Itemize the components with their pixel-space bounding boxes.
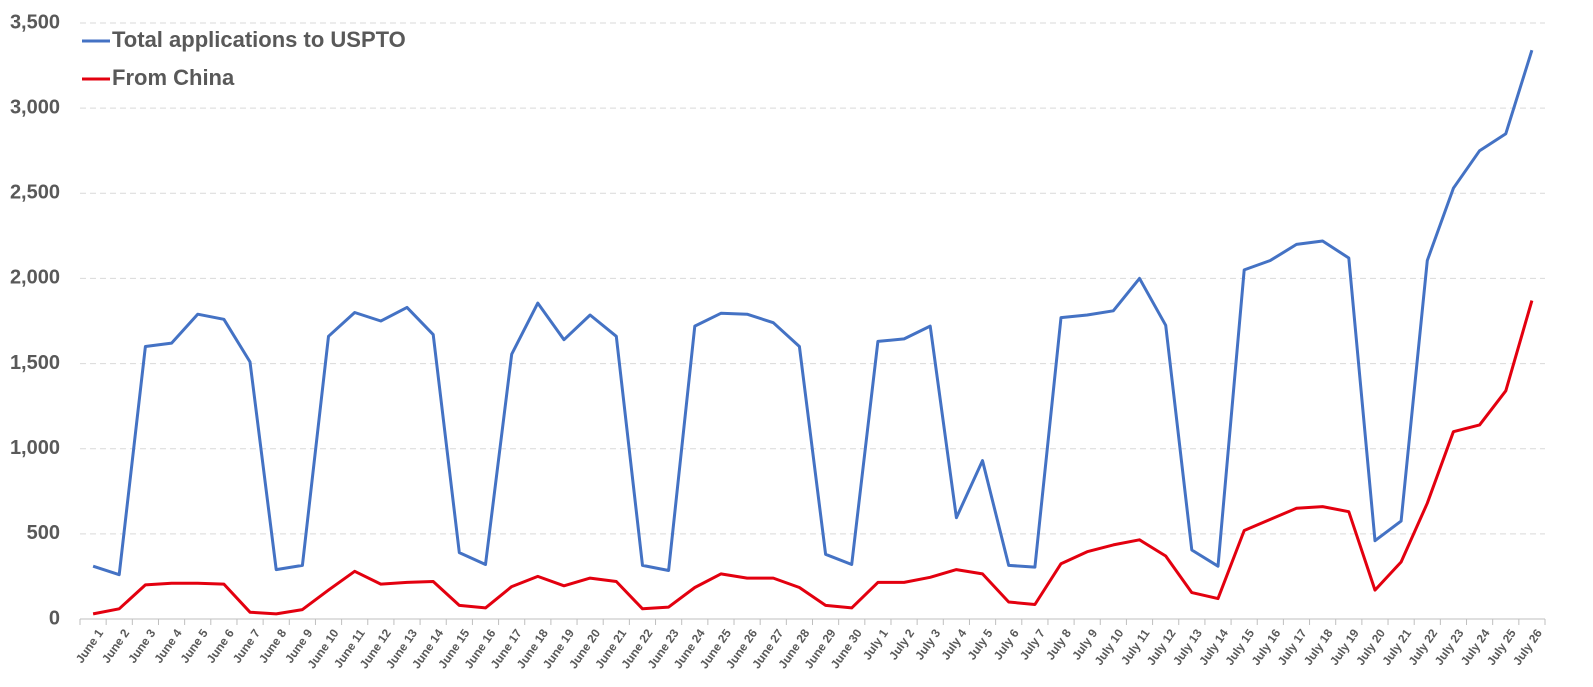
y-tick-label: 500 [27, 522, 60, 544]
x-tick-label: July 1 [860, 626, 891, 662]
y-tick-label: 1,000 [10, 437, 60, 459]
x-tick-label: July 6 [991, 626, 1022, 662]
x-tick-label: July 4 [938, 626, 969, 662]
y-tick-label: 3,500 [10, 11, 60, 33]
x-tick-label: July 5 [965, 626, 996, 662]
legend-label: From China [112, 65, 235, 90]
x-tick-label: July 7 [1017, 626, 1048, 662]
y-tick-label: 0 [49, 607, 60, 629]
legend-label: Total applications to USPTO [112, 27, 406, 52]
y-tick-label: 2,500 [10, 182, 60, 204]
y-tick-label: 1,500 [10, 352, 60, 374]
x-tick-label: July 3 [912, 626, 943, 662]
series-line [92, 300, 1534, 616]
y-tick-label: 2,000 [10, 267, 60, 289]
series-line [92, 49, 1534, 577]
y-tick-label: 3,000 [10, 96, 60, 118]
x-tick-label: July 2 [886, 626, 917, 662]
x-tick-label: July 8 [1043, 626, 1074, 662]
